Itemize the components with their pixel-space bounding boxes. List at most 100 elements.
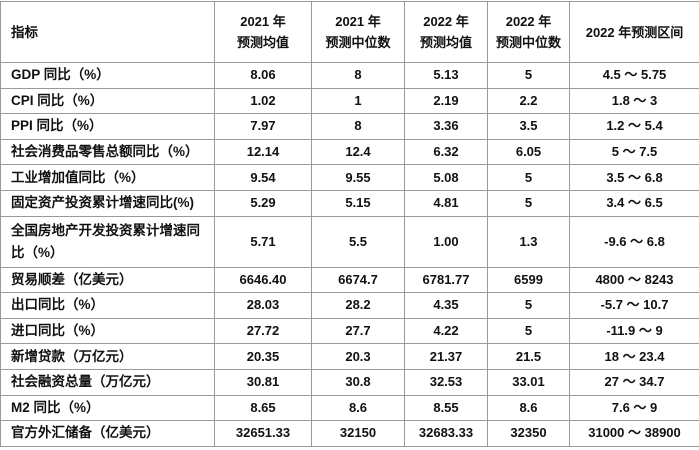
cell: 30.8 xyxy=(312,369,405,395)
cell: 30.81 xyxy=(215,369,312,395)
cell: 5.5 xyxy=(312,216,405,267)
cell: 20.35 xyxy=(215,344,312,370)
header-cell: 2021 年 预测中位数 xyxy=(312,2,405,63)
row-label: CPI 同比（%） xyxy=(1,88,215,114)
cell: 5.71 xyxy=(215,216,312,267)
cell: 1.2 ～ 5.4 xyxy=(570,114,699,140)
cell: 9.54 xyxy=(215,165,312,191)
cell: 1.8 ～ 3 xyxy=(570,88,699,114)
cell: 32.53 xyxy=(405,369,488,395)
row-label: 固定资产投资累计增速同比(%) xyxy=(1,190,215,216)
cell: 2.2 xyxy=(488,88,570,114)
row-label: 官方外汇储备（亿美元） xyxy=(1,421,215,447)
cell: 1.3 xyxy=(488,216,570,267)
cell: 2.19 xyxy=(405,88,488,114)
row-label: 全国房地产开发投资累计增速同比（%） xyxy=(1,216,215,267)
row-label: 工业增加值同比（%） xyxy=(1,165,215,191)
cell: 32150 xyxy=(312,421,405,447)
cell: 5 xyxy=(488,165,570,191)
header-cell: 2022 年预测区间 xyxy=(570,2,699,63)
cell: 4.35 xyxy=(405,293,488,319)
row-label: 贸易顺差（亿美元） xyxy=(1,267,215,293)
cell: 1.02 xyxy=(215,88,312,114)
cell: 28.2 xyxy=(312,293,405,319)
cell: 27 ～ 34.7 xyxy=(570,369,699,395)
cell: 3.36 xyxy=(405,114,488,140)
cell: 8 xyxy=(312,63,405,89)
cell: 27.72 xyxy=(215,318,312,344)
cell: 31000 ～ 38900 xyxy=(570,421,699,447)
cell: 7.6 ～ 9 xyxy=(570,395,699,421)
row-label: 进口同比（%） xyxy=(1,318,215,344)
cell: 6.32 xyxy=(405,139,488,165)
row-label: 社会融资总量（万亿元） xyxy=(1,369,215,395)
cell: 21.37 xyxy=(405,344,488,370)
cell: 6674.7 xyxy=(312,267,405,293)
cell: 6646.40 xyxy=(215,267,312,293)
row-label: PPI 同比（%） xyxy=(1,114,215,140)
cell: 4.5 ～ 5.75 xyxy=(570,63,699,89)
header-cell: 2021 年 预测均值 xyxy=(215,2,312,63)
cell: 18 ～ 23.4 xyxy=(570,344,699,370)
row-label: GDP 同比（%） xyxy=(1,63,215,89)
cell: 9.55 xyxy=(312,165,405,191)
cell: 5 ～ 7.5 xyxy=(570,139,699,165)
cell: 32350 xyxy=(488,421,570,447)
cell: 32651.33 xyxy=(215,421,312,447)
cell: 6.05 xyxy=(488,139,570,165)
cell: 4.22 xyxy=(405,318,488,344)
cell: 3.4 ～ 6.5 xyxy=(570,190,699,216)
cell: 5 xyxy=(488,318,570,344)
cell: 5.29 xyxy=(215,190,312,216)
cell: 8.6 xyxy=(488,395,570,421)
cell: 12.14 xyxy=(215,139,312,165)
header-cell: 指标 xyxy=(1,2,215,63)
cell: 6599 xyxy=(488,267,570,293)
cell: 27.7 xyxy=(312,318,405,344)
cell: 8.65 xyxy=(215,395,312,421)
header-cell: 2022 年 预测均值 xyxy=(405,2,488,63)
cell: 20.3 xyxy=(312,344,405,370)
cell: 1 xyxy=(312,88,405,114)
row-label: M2 同比（%） xyxy=(1,395,215,421)
cell: -11.9 ～ 9 xyxy=(570,318,699,344)
cell: 5.15 xyxy=(312,190,405,216)
cell: 5 xyxy=(488,293,570,319)
row-label: 社会消费品零售总额同比（%） xyxy=(1,139,215,165)
cell: 5 xyxy=(488,63,570,89)
row-label: 出口同比（%） xyxy=(1,293,215,319)
cell: 5.08 xyxy=(405,165,488,191)
cell: 21.5 xyxy=(488,344,570,370)
header-cell: 2022 年 预测中位数 xyxy=(488,2,570,63)
cell: 7.97 xyxy=(215,114,312,140)
cell: 8.55 xyxy=(405,395,488,421)
cell: 32683.33 xyxy=(405,421,488,447)
cell: 3.5 xyxy=(488,114,570,140)
cell: -9.6 ～ 6.8 xyxy=(570,216,699,267)
cell: 6781.77 xyxy=(405,267,488,293)
cell: 4.81 xyxy=(405,190,488,216)
cell: 12.4 xyxy=(312,139,405,165)
cell: 5.13 xyxy=(405,63,488,89)
cell: 8.06 xyxy=(215,63,312,89)
cell: 33.01 xyxy=(488,369,570,395)
row-label: 新增贷款（万亿元） xyxy=(1,344,215,370)
cell: 3.5 ～ 6.8 xyxy=(570,165,699,191)
